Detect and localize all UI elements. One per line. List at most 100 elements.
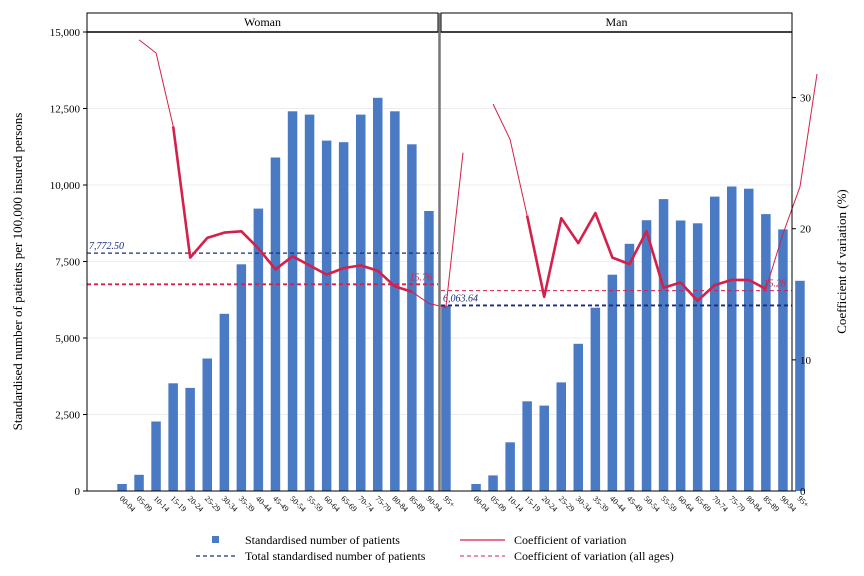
x-tick-label: 30-34 <box>220 494 240 514</box>
y-tick-label: 2,500 <box>55 410 80 422</box>
bar-woman-40-44 <box>253 208 264 491</box>
y-tick-label: 0 <box>75 486 81 498</box>
y-axis-title: Standardised number of patients per 100,… <box>10 113 25 431</box>
cv-line-thin-end-man <box>765 73 818 290</box>
legend: Standardised number of patients Coefficie… <box>196 533 674 563</box>
cv-line-thin-start-man <box>492 103 528 216</box>
x-tick-label: 15-19 <box>169 494 189 514</box>
x-tick-label: 90-94 <box>424 494 444 514</box>
x-tick-label: 85-89 <box>761 494 781 514</box>
legend-total-label: Total standardised number of patients <box>245 549 426 563</box>
x-tick-label: 50-54 <box>288 494 308 514</box>
y-tick-label: 7,500 <box>55 257 80 269</box>
x-tick-label: 00-04 <box>472 494 492 514</box>
x-tick-label: 40-44 <box>254 494 274 514</box>
x-tick-label: 25-29 <box>203 494 223 514</box>
bar-man-85-89 <box>761 214 771 491</box>
x-tick-label: 75-79 <box>727 494 747 514</box>
x-tick-label: 70-74 <box>710 494 730 514</box>
legend-cv-all-label: Coefficient of variation (all ages) <box>514 549 674 563</box>
bar-man-75-79 <box>727 186 737 491</box>
bar-man-10-14 <box>505 442 515 491</box>
cv-line-thin-start-woman <box>138 39 174 127</box>
x-tick-label: 05-09 <box>489 494 509 514</box>
legend-bar-label: Standardised number of patients <box>245 533 400 547</box>
cv-line-thin-end-woman <box>411 152 464 309</box>
x-tick-label: 60-64 <box>676 494 696 514</box>
bar-man-50-54 <box>641 220 652 491</box>
bar-man-60-64 <box>675 220 686 491</box>
bar-woman-45-49 <box>270 157 281 491</box>
legend-cv-label: Coefficient of variation <box>514 533 626 547</box>
bar-woman-95+ <box>441 305 451 491</box>
y-tick-label: 15,000 <box>50 27 81 39</box>
bar-woman-50-54 <box>287 111 298 492</box>
bar-woman-90-94 <box>424 211 434 491</box>
x-tick-label: 70-74 <box>356 494 376 514</box>
x-tick-label: 35-39 <box>591 494 611 514</box>
x-tick-label: 25-29 <box>557 494 577 514</box>
x-tick-label: 20-24 <box>186 494 206 514</box>
bar-woman-85-89 <box>407 144 417 492</box>
bar-man-90-94 <box>778 229 788 491</box>
bar-woman-20-24 <box>185 387 195 491</box>
bar-woman-00-04 <box>117 484 127 491</box>
y-tick-label: 12,500 <box>50 104 81 116</box>
x-tick-label: 60-64 <box>322 494 342 514</box>
total-label-woman: 7,772.50 <box>89 241 124 252</box>
panel-title-man: Man <box>606 15 628 29</box>
bar-woman-60-64 <box>321 140 332 491</box>
x-tick-label: 65-69 <box>693 494 713 514</box>
x-tick-label: 10-14 <box>152 494 172 514</box>
cv-all-label-woman: 15.76 <box>410 272 433 283</box>
axes: 00-0405-0910-1415-1920-2425-2930-3435-39… <box>10 27 849 514</box>
x-tick-label: 55-59 <box>305 494 325 514</box>
x-tick-label: 55-59 <box>659 494 679 514</box>
x-tick-label: 30-34 <box>574 494 594 514</box>
x-tick-label: 05-09 <box>135 494 155 514</box>
reference-lines: 7,772.50 15.76 6,063.64 15.28 <box>87 241 792 307</box>
total-label-man: 6,063.64 <box>443 293 478 304</box>
x-tick-label: 10-14 <box>506 494 526 514</box>
bar-woman-70-74 <box>356 114 366 491</box>
x-tick-label: 50-54 <box>642 494 662 514</box>
bar-man-95+ <box>795 280 805 491</box>
bar-man-30-34 <box>573 343 583 491</box>
x-tick-label: 75-79 <box>373 494 393 514</box>
y2-tick-label: 20 <box>800 224 812 236</box>
bar-woman-80-84 <box>390 111 400 492</box>
bar-man-40-44 <box>607 274 618 491</box>
legend-bar-swatch <box>212 536 219 543</box>
x-tick-label: 45-49 <box>271 494 291 514</box>
x-tick-label: 65-69 <box>339 494 359 514</box>
bar-man-20-24 <box>539 405 549 491</box>
bar-woman-30-34 <box>219 313 230 491</box>
bar-woman-55-59 <box>304 114 315 491</box>
bar-woman-10-14 <box>151 421 161 491</box>
bar-woman-25-29 <box>202 358 212 491</box>
bar-woman-65-69 <box>338 142 349 491</box>
y2-tick-label: 0 <box>800 486 806 498</box>
bar-woman-75-79 <box>373 97 383 492</box>
cv-all-label-man: 15.28 <box>764 279 787 290</box>
bar-man-00-04 <box>471 484 481 491</box>
cv-lines <box>138 39 818 309</box>
x-tick-label: 80-84 <box>744 494 764 514</box>
bar-man-05-09 <box>488 475 498 491</box>
bar-series <box>117 97 805 492</box>
y2-tick-label: 30 <box>800 93 812 105</box>
bar-man-35-39 <box>590 307 601 491</box>
x-tick-label: 00-04 <box>118 494 138 514</box>
bar-man-45-49 <box>624 243 635 491</box>
y-tick-label: 5,000 <box>55 333 80 345</box>
panel-frames: Woman Man <box>86 12 793 492</box>
y2-axis-title: Coefficient of variation (%) <box>834 189 849 334</box>
x-tick-label: 90-94 <box>778 494 798 514</box>
cv-line-woman <box>171 126 413 293</box>
x-tick-label: 40-44 <box>608 494 628 514</box>
x-tick-label: 35-39 <box>237 494 257 514</box>
bar-woman-15-19 <box>168 383 178 491</box>
bar-woman-05-09 <box>134 474 144 491</box>
bar-man-55-59 <box>658 199 669 491</box>
